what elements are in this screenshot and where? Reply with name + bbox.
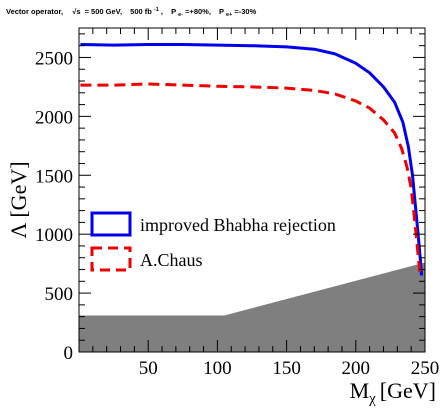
legend-label-chaus: A.Chaus (140, 250, 203, 270)
header-sub-p: e+ (226, 12, 232, 18)
header-pol-p: =-30% (234, 7, 256, 16)
legend: improved Bhabha rejection A.Chaus (90, 211, 336, 272)
header-lumi: 500 fb (130, 7, 152, 16)
y-tick-label: 1500 (35, 166, 73, 187)
legend-label-improved: improved Bhabha rejection (140, 215, 336, 235)
x-tick-label: 100 (203, 358, 232, 379)
y-tick-label: 500 (45, 284, 74, 305)
y-tick-label: 1000 (35, 225, 73, 246)
x-axis-label: Mχ [GeV] (350, 378, 436, 407)
plot-area (79, 43, 425, 352)
header-sqrt-s: = 500 GeV, (85, 7, 122, 16)
legend-swatch-improved (90, 211, 132, 237)
series-line-improved-bhabha (80, 43, 423, 276)
chart-title: Vector operator, (6, 7, 63, 16)
x-tick-label: 200 (342, 358, 371, 379)
header-lumi-exp: -1 (154, 7, 159, 13)
y-tick-label: 2500 (35, 48, 73, 69)
y-tick-label: 0 (64, 343, 74, 364)
y-axis-label: Λ [GeV] (6, 161, 31, 238)
x-tick-label: 50 (139, 358, 158, 379)
legend-swatch-chaus (90, 246, 132, 272)
header-pol-e: =+80%, (185, 7, 211, 16)
chart-header: Vector operator, √s = 500 GeV, 500 fb -1… (6, 4, 257, 18)
x-tick-label: 250 (411, 358, 440, 379)
series-line-a-chaus (80, 82, 422, 276)
x-tick-label: 150 (272, 358, 301, 379)
plot-frame (78, 27, 426, 353)
excluded-region (79, 262, 425, 352)
y-tick-label: 2000 (35, 107, 73, 128)
header-sub-e: e- (178, 12, 183, 18)
axes: 0 500 1000 1500 2000 2500 50 100 150 200 250 (35, 27, 440, 379)
